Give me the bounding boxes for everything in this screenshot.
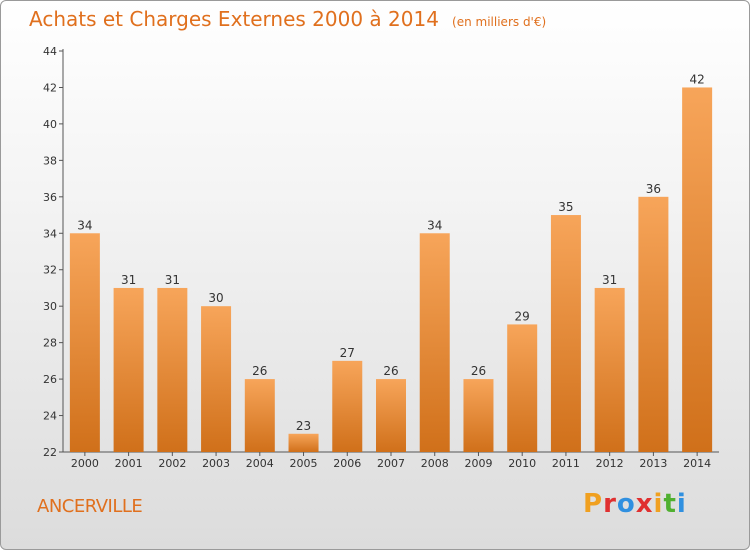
bar-value-label-2010: 29 [515, 309, 530, 323]
x-tick-label-2000: 2000 [71, 457, 99, 470]
bar-2012 [594, 287, 625, 452]
bar-2008 [419, 233, 450, 452]
bar-value-label-2012: 31 [602, 273, 617, 287]
chart-title: Achats et Charges Externes 2000 à 2014 [29, 7, 439, 31]
bar-value-label-2008: 34 [427, 218, 442, 232]
bar-2000 [69, 233, 100, 452]
bar-2007 [376, 379, 406, 452]
logo-letter: x [635, 489, 654, 519]
y-tick-label: 42 [43, 81, 57, 94]
bar-value-label-2003: 30 [208, 291, 223, 305]
x-tick-label-2002: 2002 [158, 457, 186, 470]
y-tick-label: 28 [43, 337, 57, 350]
bar-2003 [201, 306, 232, 452]
chart-labels: 2000 34 2001 31 2002 31 2003 30 2004 26 2005 23 2006… [71, 72, 711, 470]
chart-subtitle: (en milliers d'€) [452, 15, 547, 29]
proxiti-logo: Proxiti [583, 489, 687, 519]
chart-bars [69, 87, 713, 453]
bar-value-label-2006: 27 [340, 346, 355, 360]
y-tick-label: 32 [43, 264, 57, 277]
x-tick-label-2014: 2014 [683, 457, 711, 470]
bar-2014 [682, 87, 713, 453]
x-tick-label-2011: 2011 [552, 457, 580, 470]
bar-value-label-2005: 23 [296, 419, 311, 433]
bar-2004 [244, 379, 275, 452]
title-area: Achats et Charges Externes 2000 à 2014 (… [29, 7, 546, 31]
bar-2011 [550, 215, 581, 452]
bar-2006 [332, 360, 363, 452]
logo-letter: r [603, 489, 617, 519]
bar-2009 [463, 379, 494, 452]
bar-2005 [288, 433, 319, 452]
x-tick-label-2012: 2012 [596, 457, 624, 470]
y-tick-label: 38 [43, 154, 57, 167]
bar-2002 [157, 287, 188, 452]
bar-value-label-2001: 31 [121, 273, 136, 287]
chart-axes: 22 24 26 28 30 32 34 36 38 40 42 44 [43, 45, 719, 459]
y-tick-label: 26 [43, 373, 57, 386]
bar-value-label-2009: 26 [471, 364, 486, 378]
y-tick-label: 22 [43, 446, 57, 459]
bar-2013 [638, 196, 669, 452]
x-tick-label-2006: 2006 [333, 457, 361, 470]
x-tick-label-2009: 2009 [464, 457, 492, 470]
y-tick-label: 40 [43, 118, 57, 131]
bar-2001 [113, 287, 144, 452]
bar-2010 [507, 324, 538, 452]
logo-letter: i [653, 489, 664, 519]
x-tick-label-2005: 2005 [290, 457, 318, 470]
x-tick-label-2001: 2001 [115, 457, 143, 470]
logo-letter: o [616, 489, 636, 519]
y-tick-label: 30 [43, 300, 57, 313]
y-tick-label: 44 [43, 45, 57, 58]
x-tick-label-2003: 2003 [202, 457, 230, 470]
town-name: ANCERVILLE [37, 496, 143, 517]
x-tick-label-2013: 2013 [639, 457, 667, 470]
bar-value-label-2004: 26 [252, 364, 267, 378]
bar-value-label-2013: 36 [646, 182, 661, 196]
y-tick-label: 34 [43, 227, 57, 240]
logo-letter: i [676, 489, 687, 519]
bar-value-label-2007: 26 [383, 364, 398, 378]
bar-value-label-2000: 34 [77, 218, 92, 232]
x-tick-label-2008: 2008 [421, 457, 449, 470]
x-tick-label-2010: 2010 [508, 457, 536, 470]
bar-value-label-2011: 35 [558, 200, 573, 214]
logo-letter: t [663, 489, 677, 519]
logo-letter: P [583, 489, 604, 519]
y-tick-label: 36 [43, 191, 57, 204]
bar-value-label-2014: 42 [689, 72, 704, 86]
y-tick-label: 24 [43, 410, 57, 423]
x-tick-label-2007: 2007 [377, 457, 405, 470]
bar-value-label-2002: 31 [165, 273, 180, 287]
x-tick-label-2004: 2004 [246, 457, 274, 470]
